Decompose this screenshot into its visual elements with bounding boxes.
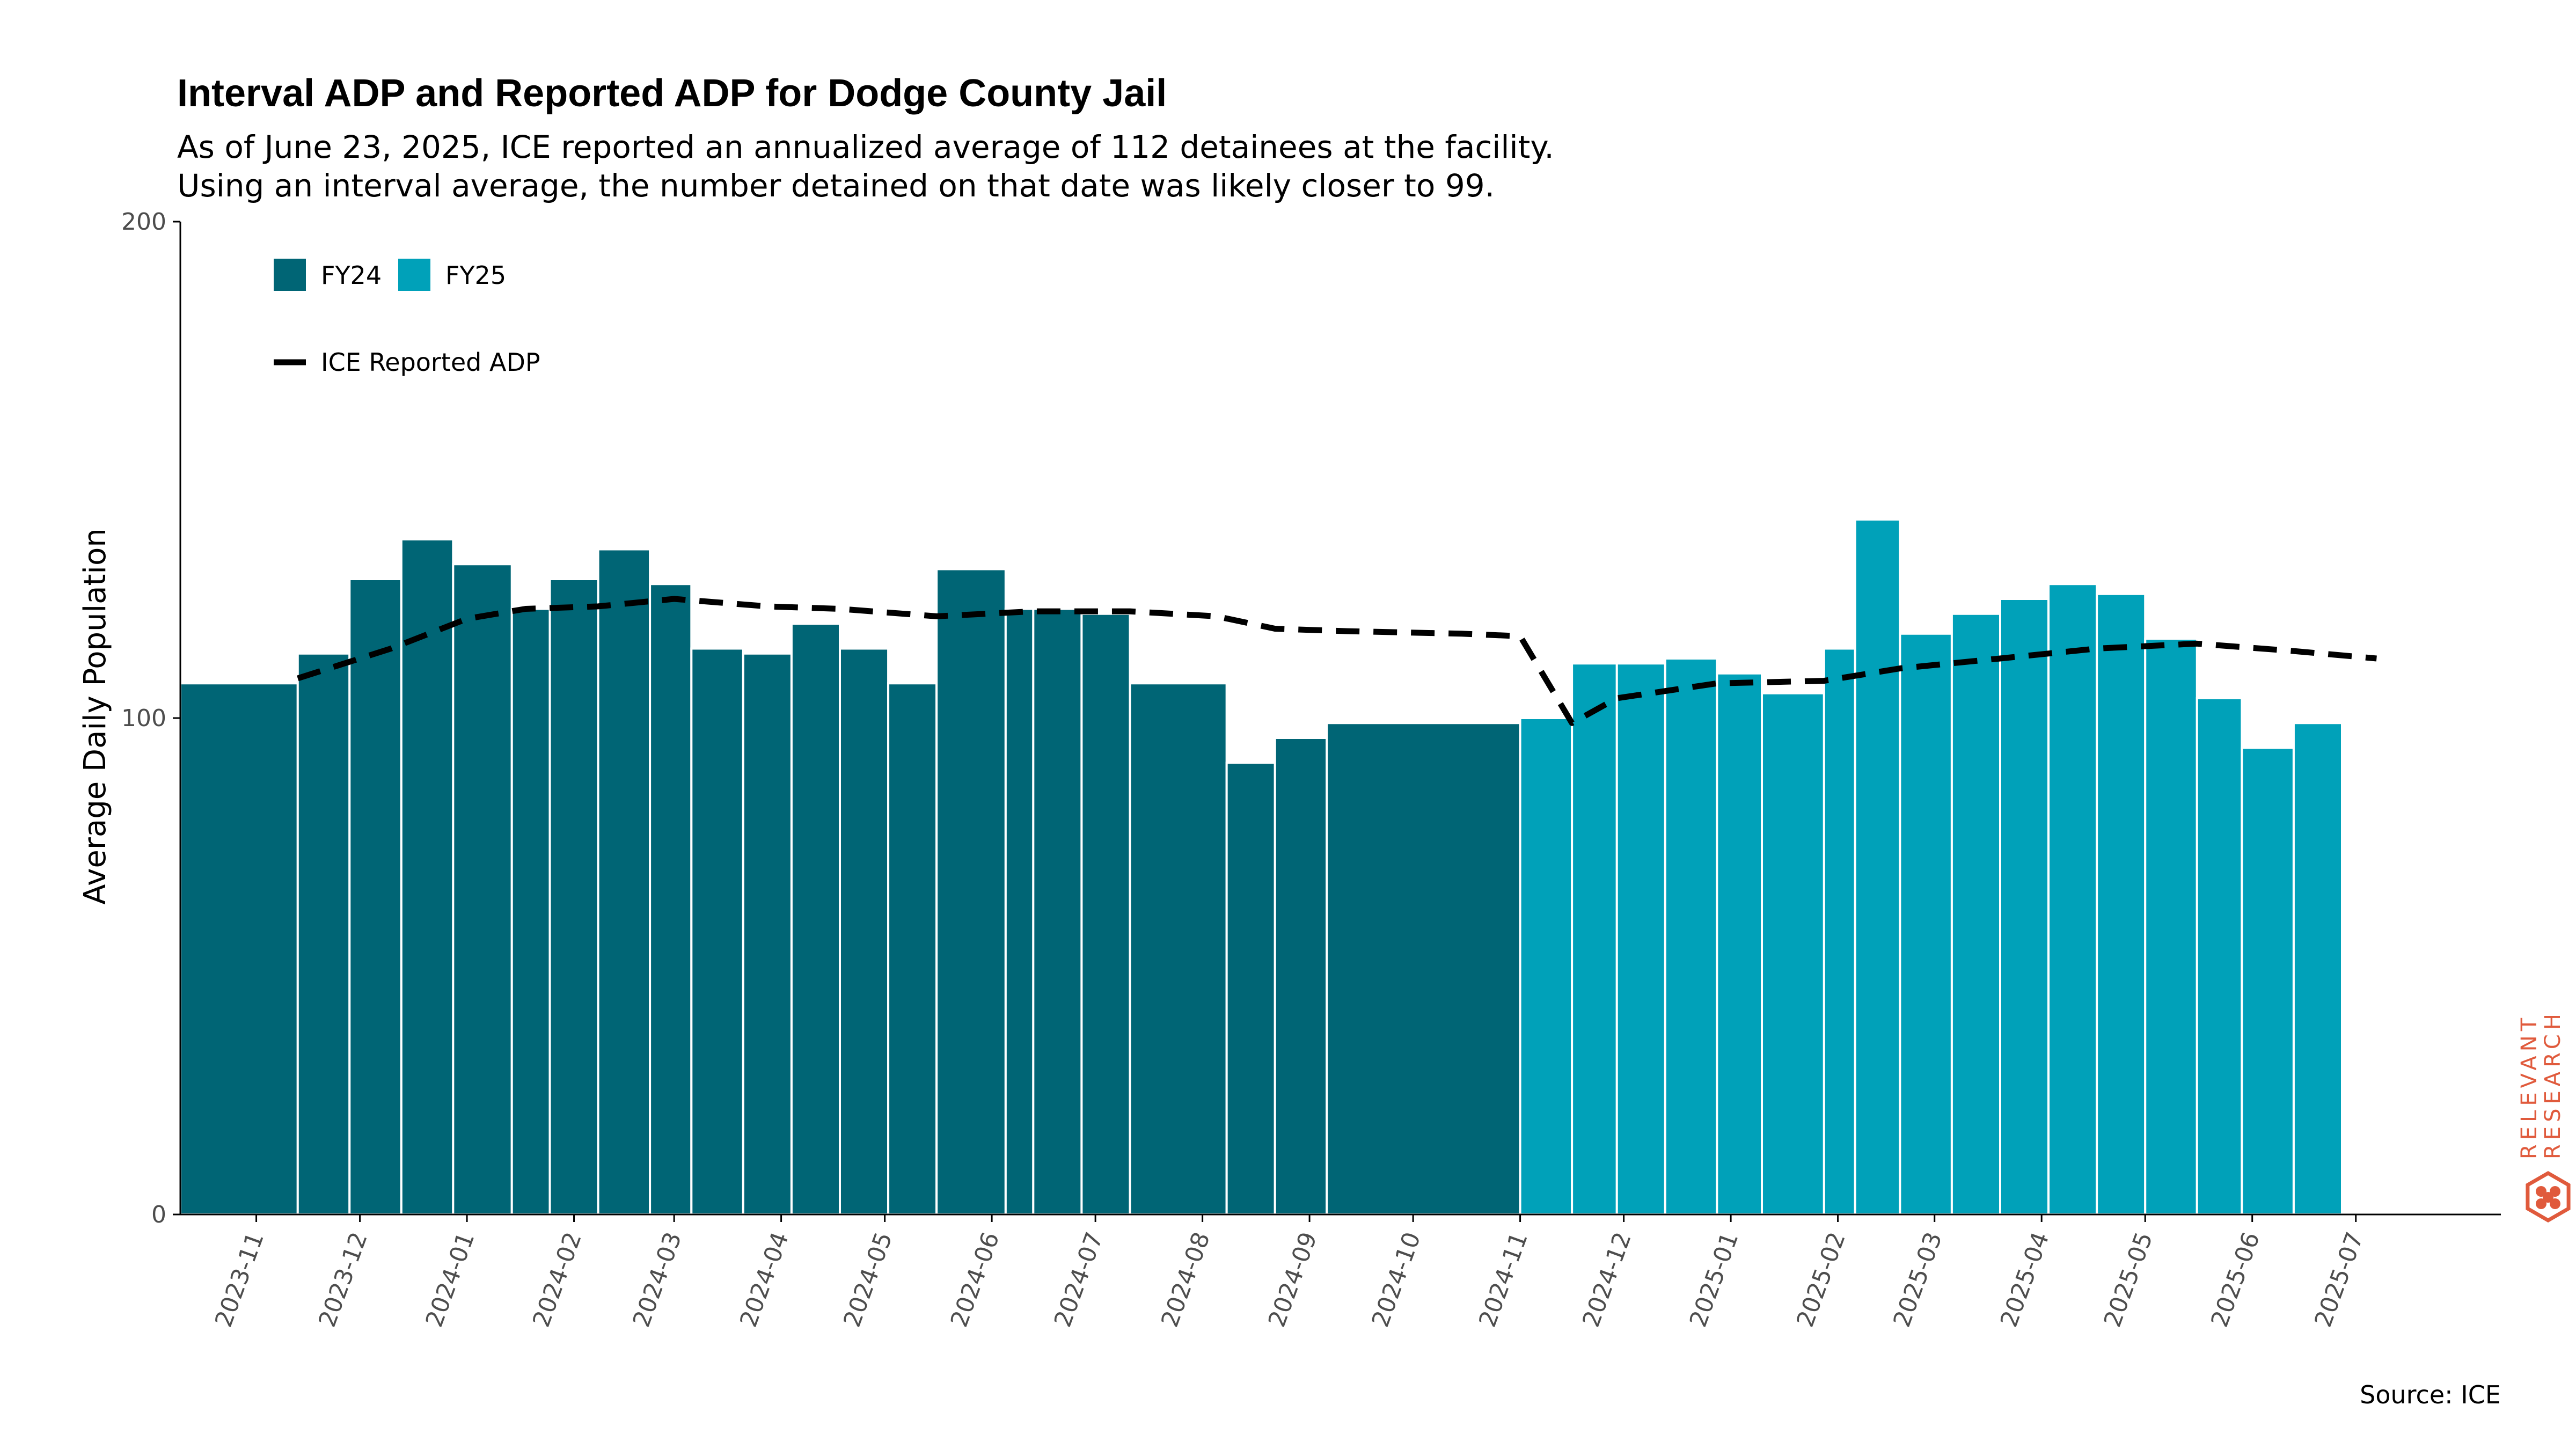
logo-dot <box>2550 1198 2560 1209</box>
logo-text-line-2: RESEARCH <box>2541 1009 2565 1159</box>
bar-fy25-26 <box>1664 657 1718 1216</box>
bar-fy24-18 <box>1080 612 1131 1216</box>
legend-label-fy24: FY24 <box>321 261 382 290</box>
source-note: Source: ICE <box>2360 1380 2501 1409</box>
series-line-reported-adp <box>297 596 2377 726</box>
x-tick-label: 2025-04 <box>1995 1228 2055 1330</box>
x-tick-label: 2024-12 <box>1577 1228 1637 1330</box>
bar-fy25-32 <box>1950 612 2001 1216</box>
chart-subtitle-line-2: Using an interval average, the number de… <box>177 167 1495 204</box>
logo-dot <box>2543 1192 2553 1203</box>
bar-fy25-25 <box>1615 662 1666 1216</box>
legend: FY24 FY25 ICE Reported ADP <box>274 259 540 377</box>
logo-hexagon <box>2526 1170 2571 1223</box>
x-tick-label: 2024-09 <box>1263 1228 1323 1330</box>
bar-fy25-24 <box>1571 662 1618 1216</box>
bar-fy24-5 <box>452 563 513 1216</box>
bar-fy24-2 <box>296 652 351 1216</box>
logo-dot <box>2536 1198 2546 1209</box>
legend-swatch-fy24 <box>274 259 306 291</box>
bar-fy25-37 <box>2196 697 2243 1216</box>
bar-fy25-30 <box>1854 518 1901 1216</box>
hexagon-logo-icon <box>2526 1170 2571 1223</box>
chart-subtitle-line-1: As of June 23, 2025, ICE reported an ann… <box>177 129 1554 165</box>
bar-fy25-31 <box>1899 632 1953 1216</box>
bar-fy24-17 <box>1032 608 1083 1216</box>
x-tick-label: 2024-04 <box>735 1228 794 1330</box>
bar-fy25-38 <box>2241 747 2295 1216</box>
bar-fy24-14 <box>887 682 938 1216</box>
x-tick-label: 2024-06 <box>946 1228 1005 1330</box>
x-tick-label: 2024-11 <box>1474 1228 1533 1330</box>
bar-fy24-3 <box>348 578 402 1216</box>
bar-fy24-7 <box>548 578 599 1216</box>
y-tick-label: 0 <box>151 1201 166 1228</box>
x-tick-label: 2025-02 <box>1791 1228 1851 1330</box>
bar-fy24-12 <box>790 623 841 1216</box>
y-tick-label: 100 <box>121 705 166 732</box>
x-tick-label: 2024-01 <box>421 1228 480 1330</box>
bar-fy24-11 <box>742 652 793 1216</box>
x-tick-label: 2024-02 <box>528 1228 587 1330</box>
x-tick-label: 2023-12 <box>313 1228 373 1330</box>
bar-fy25-39 <box>2292 722 2344 1216</box>
y-tick-label: 200 <box>121 208 166 236</box>
bar-fy24-1 <box>179 682 299 1216</box>
bar-fy24-21 <box>1274 737 1328 1216</box>
bar-fy24-22 <box>1326 722 1521 1216</box>
chart-title: Interval ADP and Reported ADP for Dodge … <box>177 72 1167 115</box>
bar-fy24-6 <box>510 608 551 1216</box>
x-tick-label: 2023-11 <box>210 1228 269 1330</box>
x-tick-label: 2024-05 <box>838 1228 898 1330</box>
bar-fy24-20 <box>1225 762 1276 1216</box>
bar-fy24-13 <box>838 647 890 1216</box>
x-tick-label: 2024-03 <box>628 1228 687 1330</box>
legend-label-reported-adp: ICE Reported ADP <box>321 348 540 377</box>
legend-label-fy25: FY25 <box>445 261 506 290</box>
x-tick-label: 2025-03 <box>1888 1228 1948 1330</box>
logo-text-line-1: RELEVANT <box>2517 1014 2542 1159</box>
x-tick-label: 2024-08 <box>1156 1228 1216 1330</box>
reported-adp-line-group <box>297 596 2377 726</box>
y-axis-label: Average Daily Population <box>78 528 113 904</box>
x-tick-label: 2025-05 <box>2099 1228 2158 1330</box>
bar-fy25-29 <box>1823 647 1856 1216</box>
x-tick-label: 2025-06 <box>2206 1228 2265 1330</box>
legend-swatch-fy25 <box>398 259 430 291</box>
bar-fy24-10 <box>690 647 744 1216</box>
bar-fy25-27 <box>1716 672 1763 1216</box>
bar-fy25-36 <box>2144 638 2198 1216</box>
bar-fy25-33 <box>1999 598 2050 1216</box>
x-tick-label: 2024-10 <box>1367 1228 1426 1330</box>
bar-fy24-8 <box>597 548 652 1216</box>
x-tick-label: 2025-07 <box>2309 1228 2369 1330</box>
bar-fy25-28 <box>1761 692 1825 1216</box>
bar-fy24-9 <box>649 583 693 1216</box>
bars-group <box>179 518 2344 1216</box>
relevant-research-logo: RELEVANT RESEARCH <box>2517 1009 2571 1223</box>
bar-fy24-15 <box>935 568 1007 1216</box>
x-tick-label: 2024-07 <box>1049 1228 1109 1330</box>
bar-fy25-35 <box>2096 592 2147 1216</box>
bar-fy25-34 <box>2047 583 2098 1216</box>
bar-fy24-19 <box>1129 682 1228 1216</box>
bar-fy25-23 <box>1519 717 1574 1216</box>
bar-fy24-4 <box>400 538 455 1216</box>
bar-fy24-16 <box>1004 608 1035 1216</box>
x-tick-label: 2025-01 <box>1685 1228 1744 1330</box>
